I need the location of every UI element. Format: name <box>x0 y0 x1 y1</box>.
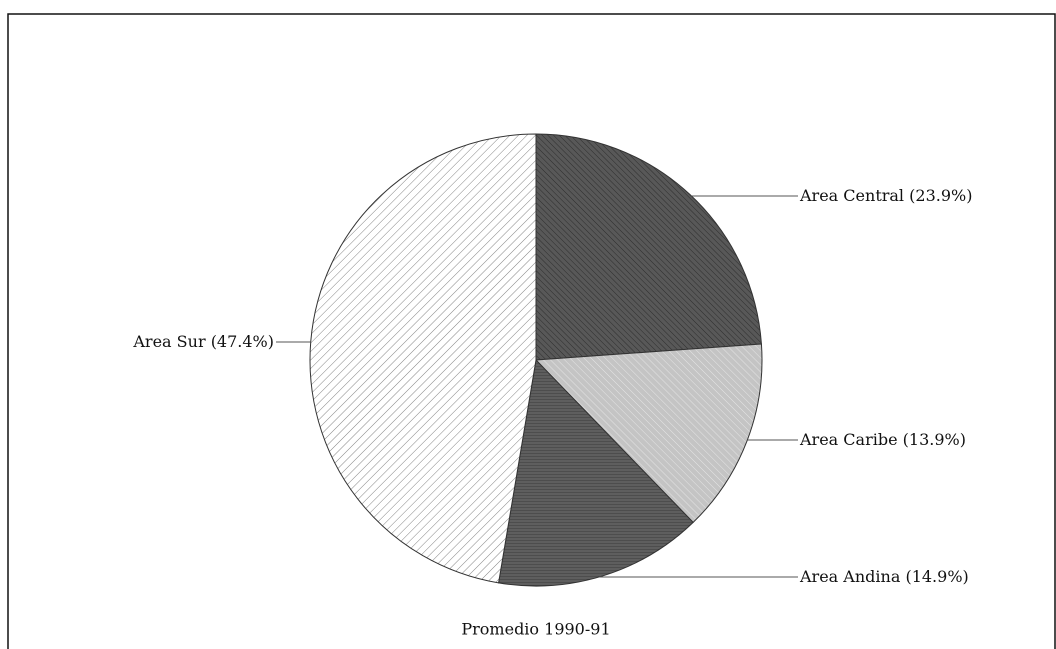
slice-label: Area Andina (14.9%) <box>799 567 969 586</box>
slice-label: Area Caribe (13.9%) <box>799 430 966 449</box>
frame <box>7 13 1056 649</box>
pie-slice <box>498 358 694 587</box>
chart-caption: Promedio 1990-91 <box>461 620 610 639</box>
pie-slice <box>534 343 763 524</box>
slice-value: (23.9%) <box>909 186 972 205</box>
slice-name: Area Central <box>799 186 904 205</box>
pie-slice <box>535 133 762 361</box>
slice-name: Area Caribe <box>799 430 898 449</box>
slice-value: (14.9%) <box>905 567 968 586</box>
slice-value: (47.4%) <box>211 332 274 351</box>
slice-label: Area Central (23.9%) <box>799 186 972 205</box>
slice-label: Area Sur (47.4%) <box>132 332 274 351</box>
slice-value: (13.9%) <box>903 430 966 449</box>
slice-name: Area Sur <box>132 332 206 351</box>
pie-slice <box>309 133 537 584</box>
slice-name: Area Andina <box>799 567 901 586</box>
